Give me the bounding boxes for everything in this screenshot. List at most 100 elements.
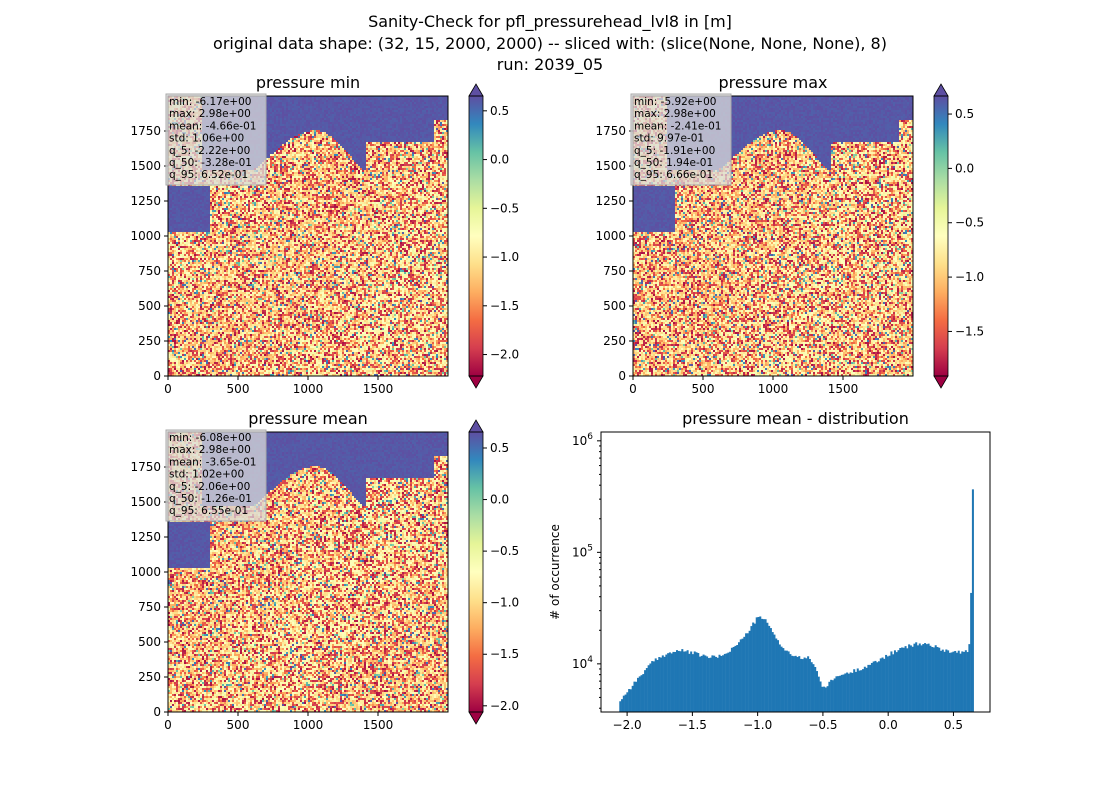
histogram-bar [681,649,684,712]
stats-line: std: 1.02e+00 [169,469,244,481]
histogram-bar [883,658,886,712]
histogram-xtick-label: −0.5 [808,718,837,732]
histogram-bar [654,658,657,712]
histogram-bar [963,651,966,712]
heatmap-title: pressure max [718,73,827,92]
heatmap-ytick-label: 1750 [130,124,161,138]
histogram-bar [734,645,737,712]
stats-line: min: -5.92e+00 [634,96,716,108]
histogram-bar [785,650,788,712]
histogram-bar [622,695,625,712]
histogram-bar [901,647,904,712]
histogram-bar [897,650,900,712]
heatmap-xtick-label: 0 [164,382,172,396]
histogram-bar [782,648,785,712]
heatmap-ytick-label: 250 [138,670,161,684]
histogram-bar [934,645,937,712]
histogram-bar [711,655,714,712]
histogram-bar [768,625,771,712]
histogram-bar [909,645,912,712]
histogram-bar [961,651,964,712]
histogram-bar [686,650,689,712]
histogram-bar [948,652,951,712]
histogram-bar [940,650,943,712]
histogram-bar [677,650,680,712]
figure-title-line-1: Sanity-Check for pfl_pressurehead_lvl8 i… [368,12,732,31]
histogram-bar [727,652,730,712]
histogram-bar [964,650,967,712]
heatmap-panel-1: pressure min 0 500 1000 1500 0 250 500 750 1000 12… [130,73,519,396]
histogram-bar [833,678,836,712]
colorbar-tick-label: −1.5 [490,647,519,661]
stats-line: mean: -4.66e-01 [169,120,256,132]
histogram-bar [784,650,787,712]
heatmap-title: pressure mean [248,409,368,428]
histogram-bar [925,644,928,712]
histogram-bar [812,664,815,712]
histogram-xtick-label: −1.0 [743,718,772,732]
colorbar: 0.5 0.0 −0.5 −1.0 −1.5 −2.0 [468,419,519,725]
colorbar-tick-label: −2.0 [490,348,519,362]
heatmap-xtick-label: 1000 [293,382,324,396]
histogram-bar [723,653,726,712]
colorbar-gradient [469,432,483,712]
histogram-bar [642,674,645,712]
histogram-bar [748,630,751,712]
histogram-bar [762,619,765,712]
histogram-bar [800,658,803,712]
histogram-bar [746,633,749,712]
histogram-bar [844,673,847,712]
heatmap-ytick-label: 500 [138,635,161,649]
heatmap-ytick-label: 750 [603,264,626,278]
histogram-bar [720,655,723,712]
histogram-ytick-label: 105 [572,543,593,559]
stats-line: std: 1.06e+00 [169,133,244,145]
histogram-bar [729,651,732,712]
histogram-bar [725,653,728,712]
histogram-bar [690,651,693,712]
histogram-bar [865,667,868,712]
histogram-bar [706,656,709,712]
histogram-bar [743,636,746,712]
histogram-bar [794,655,797,712]
heatmap-ytick-label: 1000 [130,565,161,579]
histogram-bar [814,667,817,712]
histogram-bar [971,489,974,712]
histogram-bar [954,650,957,712]
histogram-bar [631,685,634,712]
histogram-bar [776,640,780,712]
histogram-bar [791,655,794,712]
histogram-bar [885,654,888,712]
histogram-bar [808,658,811,712]
histogram-bar [640,675,643,712]
histogram-bar [792,656,795,712]
histogram-bar [895,652,898,712]
heatmap-ytick-label: 0 [618,369,626,383]
histogram-bar [815,671,818,712]
histogram-bar [916,645,919,712]
histogram-bar [906,648,909,712]
histogram-bar [870,662,873,712]
colorbar-gradient [934,96,948,376]
histogram-bar [824,687,827,712]
histogram-bar [628,689,631,712]
histogram-bar [663,656,666,712]
histogram-bars [619,489,974,712]
histogram-bar [636,677,640,712]
stats-line: q_50: -3.28e-01 [169,157,252,169]
histogram-bar [649,663,652,712]
histogram-bar [736,645,739,712]
stats-box-bg [165,93,267,186]
colorbar-extend-top [468,419,484,433]
histogram-bar [752,622,755,712]
colorbar-tick-label: −0.5 [955,216,984,230]
histogram-bar [941,649,944,712]
stats-line: max: 2.98e+00 [169,108,251,120]
histogram-bar [892,654,895,712]
histogram-bar [716,657,719,712]
histogram-ylabel: # of occurrence [548,524,562,620]
histogram-bar [626,692,629,712]
histogram-bar [780,646,783,712]
histogram-bar [869,664,872,712]
